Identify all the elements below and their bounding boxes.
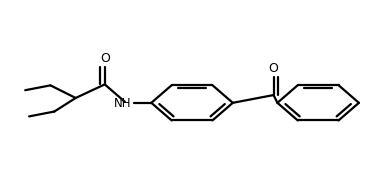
Text: O: O: [100, 52, 110, 65]
Text: O: O: [268, 62, 279, 75]
Text: NH: NH: [114, 97, 131, 110]
